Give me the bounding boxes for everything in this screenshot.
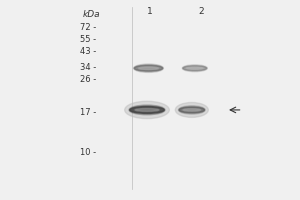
Text: kDa: kDa (83, 10, 100, 19)
Ellipse shape (135, 109, 159, 111)
Text: 26 -: 26 - (80, 75, 96, 84)
Text: 1: 1 (147, 7, 153, 16)
Ellipse shape (130, 106, 164, 113)
Text: 43 -: 43 - (80, 47, 96, 56)
Ellipse shape (186, 67, 203, 69)
Ellipse shape (178, 106, 205, 114)
Ellipse shape (183, 66, 207, 71)
Ellipse shape (179, 107, 205, 113)
Text: 55 -: 55 - (80, 35, 96, 44)
Text: 34 -: 34 - (80, 63, 96, 72)
Text: 17 -: 17 - (80, 108, 96, 117)
Ellipse shape (125, 101, 169, 119)
Ellipse shape (134, 64, 164, 72)
Ellipse shape (175, 102, 208, 117)
Ellipse shape (134, 65, 163, 71)
Ellipse shape (182, 65, 207, 72)
Text: 72 -: 72 - (80, 23, 96, 32)
Text: 10 -: 10 - (80, 148, 96, 157)
Ellipse shape (183, 109, 201, 111)
Ellipse shape (129, 105, 165, 115)
Text: 2: 2 (198, 7, 204, 16)
Ellipse shape (139, 67, 158, 69)
